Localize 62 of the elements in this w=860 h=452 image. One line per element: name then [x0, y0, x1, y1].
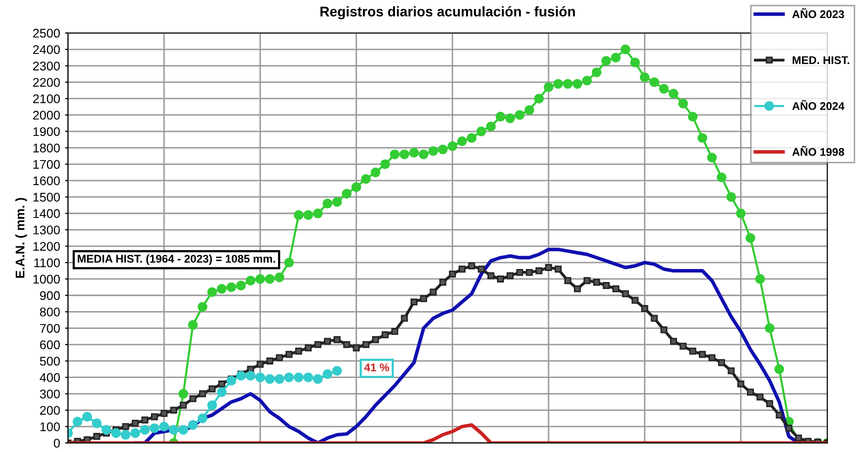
point — [303, 372, 314, 382]
y-tick-label: 1700 — [33, 160, 60, 169]
point — [313, 374, 323, 384]
point — [198, 414, 208, 424]
point — [102, 424, 112, 435]
point — [255, 372, 266, 382]
y-tick-label: 1400 — [33, 209, 60, 218]
point — [72, 416, 82, 427]
y-tick-label: 2100 — [33, 94, 60, 104]
point — [140, 424, 150, 435]
point — [216, 387, 227, 397]
point — [111, 428, 121, 438]
y-tick-label: 2300 — [33, 62, 60, 70]
point — [294, 372, 304, 382]
point — [274, 374, 284, 384]
y-tick-label: 1500 — [33, 192, 60, 202]
point — [188, 420, 198, 430]
y-tick-label: 1100 — [34, 258, 60, 268]
point — [226, 376, 236, 386]
y-tick-label: 300 — [40, 390, 60, 398]
point — [82, 412, 92, 422]
y-tick-label: 600 — [40, 340, 60, 350]
point — [246, 370, 256, 381]
y-tick-label: 200 — [40, 406, 60, 415]
y-tick-label: 2500 — [33, 28, 60, 38]
y-tick-label: 900 — [40, 291, 60, 300]
annotation: 41 % — [364, 363, 390, 372]
legend-label: AÑO 2024 — [792, 100, 844, 110]
y-tick-label: 1300 — [33, 226, 60, 234]
chart-title: Registros diarios acumulación - fusión — [320, 6, 575, 20]
point — [130, 428, 140, 438]
y-tick-label: 0 — [54, 438, 60, 448]
y-tick-label: 500 — [40, 356, 60, 366]
point — [236, 370, 246, 381]
y-tick-label: 1000 — [33, 274, 60, 284]
y-tick-label: 1800 — [33, 144, 60, 152]
annotation: MEDIA HIST. (1964 - 2023) = 1085 mm. — [78, 254, 276, 265]
legend-label: MED. HIST. — [792, 56, 850, 64]
y-tick-label: 1900 — [33, 127, 60, 136]
point — [322, 369, 332, 379]
y-axis-title: E.A.N. ( mm. ) — [15, 198, 27, 278]
legend-label: AÑO 2023 — [792, 8, 844, 18]
y-tick-label: 1600 — [33, 176, 60, 186]
point — [120, 430, 130, 440]
y-tick-label: 1200 — [33, 242, 60, 251]
point — [168, 424, 179, 435]
y-tick-label: 100 — [40, 422, 60, 432]
y-tick-label: 400 — [40, 373, 60, 382]
y-tick-label: 2000 — [33, 110, 60, 120]
point — [159, 422, 169, 432]
point — [92, 418, 102, 428]
y-tick-label: 800 — [40, 308, 60, 316]
point — [207, 400, 217, 410]
point — [150, 423, 160, 434]
y-tick-label: 2200 — [33, 78, 60, 87]
point — [284, 372, 294, 382]
point — [332, 366, 342, 376]
point — [178, 424, 188, 435]
point — [264, 374, 275, 384]
y-tick-label: 700 — [40, 324, 60, 333]
legend-label: AÑO 1998 — [792, 146, 844, 156]
y-tick-label: 2400 — [33, 45, 60, 54]
